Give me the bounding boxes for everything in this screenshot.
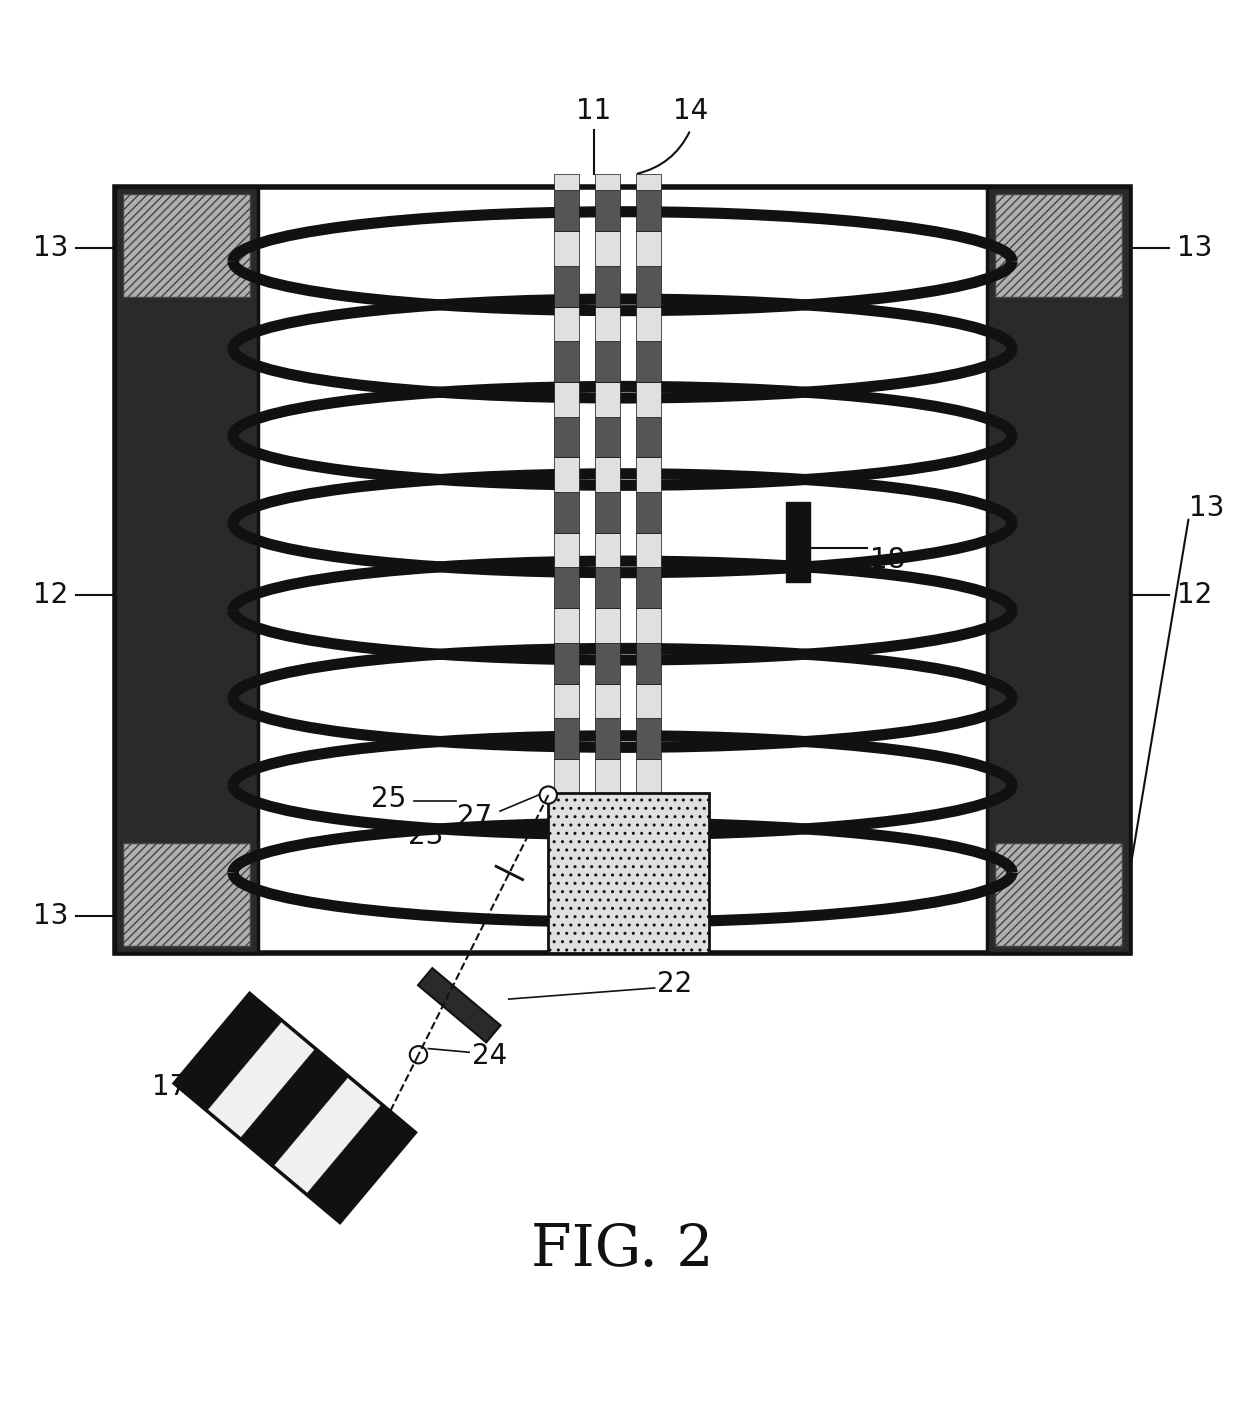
Bar (554, 306, 579, 342)
Bar (554, 834, 579, 870)
Bar (554, 642, 579, 683)
Bar (636, 794, 661, 834)
Bar (595, 760, 620, 794)
Bar (595, 642, 620, 683)
Bar (595, 306, 620, 342)
Polygon shape (306, 1104, 416, 1223)
Bar (123, 193, 250, 297)
Bar (554, 870, 579, 911)
Polygon shape (207, 1021, 316, 1139)
Bar (554, 683, 579, 719)
Polygon shape (173, 993, 284, 1111)
Bar (123, 843, 250, 946)
Bar (636, 609, 661, 642)
Polygon shape (273, 1076, 382, 1195)
Text: 17: 17 (152, 1073, 187, 1101)
Bar (636, 834, 661, 870)
Bar (554, 532, 579, 568)
Bar (595, 383, 620, 417)
FancyArrowPatch shape (637, 133, 690, 174)
Bar (554, 609, 579, 642)
Bar (636, 642, 661, 683)
Text: 13: 13 (1189, 494, 1224, 522)
Text: 22: 22 (657, 970, 692, 998)
Bar (595, 870, 620, 911)
Bar (554, 457, 579, 491)
Text: 13: 13 (34, 234, 68, 263)
Text: 14: 14 (672, 97, 708, 124)
Text: 21: 21 (575, 875, 611, 904)
Bar (554, 342, 579, 383)
Bar (595, 609, 620, 642)
Bar (595, 191, 620, 232)
Bar (636, 342, 661, 383)
Bar (554, 265, 579, 306)
Bar (554, 568, 579, 609)
Bar (636, 760, 661, 794)
Bar (786, 501, 810, 582)
Bar (554, 491, 579, 532)
Text: 12: 12 (1177, 580, 1211, 609)
Bar (595, 491, 620, 532)
Text: FIG. 2: FIG. 2 (532, 1223, 713, 1278)
Bar (595, 417, 620, 457)
Bar (595, 683, 620, 719)
Bar (554, 383, 579, 417)
Bar (636, 719, 661, 760)
Bar (595, 794, 620, 834)
Bar (595, 265, 620, 306)
Bar (595, 342, 620, 383)
Bar (636, 491, 661, 532)
Bar (636, 568, 661, 609)
Bar (554, 719, 579, 760)
Bar (636, 191, 661, 232)
Polygon shape (418, 969, 500, 1042)
Bar (636, 417, 661, 457)
Bar (636, 306, 661, 342)
Polygon shape (240, 1049, 350, 1168)
Text: 24: 24 (472, 1042, 507, 1070)
Bar (636, 532, 661, 568)
Bar (595, 834, 620, 870)
Bar (554, 760, 579, 794)
Bar (995, 843, 1122, 946)
Text: 13: 13 (34, 902, 68, 931)
Bar (595, 457, 620, 491)
Bar (636, 457, 661, 491)
Bar (554, 794, 579, 834)
Bar (595, 232, 620, 265)
Circle shape (410, 1046, 427, 1063)
Bar (636, 683, 661, 719)
Text: 13: 13 (1177, 234, 1211, 263)
Text: 18: 18 (870, 546, 905, 575)
Bar (595, 532, 620, 568)
Bar (554, 232, 579, 265)
Bar (636, 174, 661, 191)
Bar (116, 186, 1129, 953)
Bar (595, 719, 620, 760)
Text: 11: 11 (576, 97, 611, 124)
Bar (995, 193, 1122, 297)
Text: 25: 25 (371, 785, 406, 813)
Text: 12: 12 (34, 580, 68, 609)
Circle shape (539, 786, 557, 803)
Bar (548, 792, 710, 953)
Bar (636, 870, 661, 911)
Bar (116, 186, 258, 953)
Text: 27: 27 (457, 803, 493, 832)
Bar (595, 174, 620, 191)
Bar (554, 174, 579, 191)
Bar (636, 383, 661, 417)
Bar (987, 186, 1129, 953)
Bar (595, 568, 620, 609)
Bar (554, 417, 579, 457)
Bar (554, 191, 579, 232)
Bar (636, 232, 661, 265)
Bar (636, 265, 661, 306)
Text: 23: 23 (408, 822, 443, 850)
Text: 26: 26 (305, 1163, 341, 1192)
